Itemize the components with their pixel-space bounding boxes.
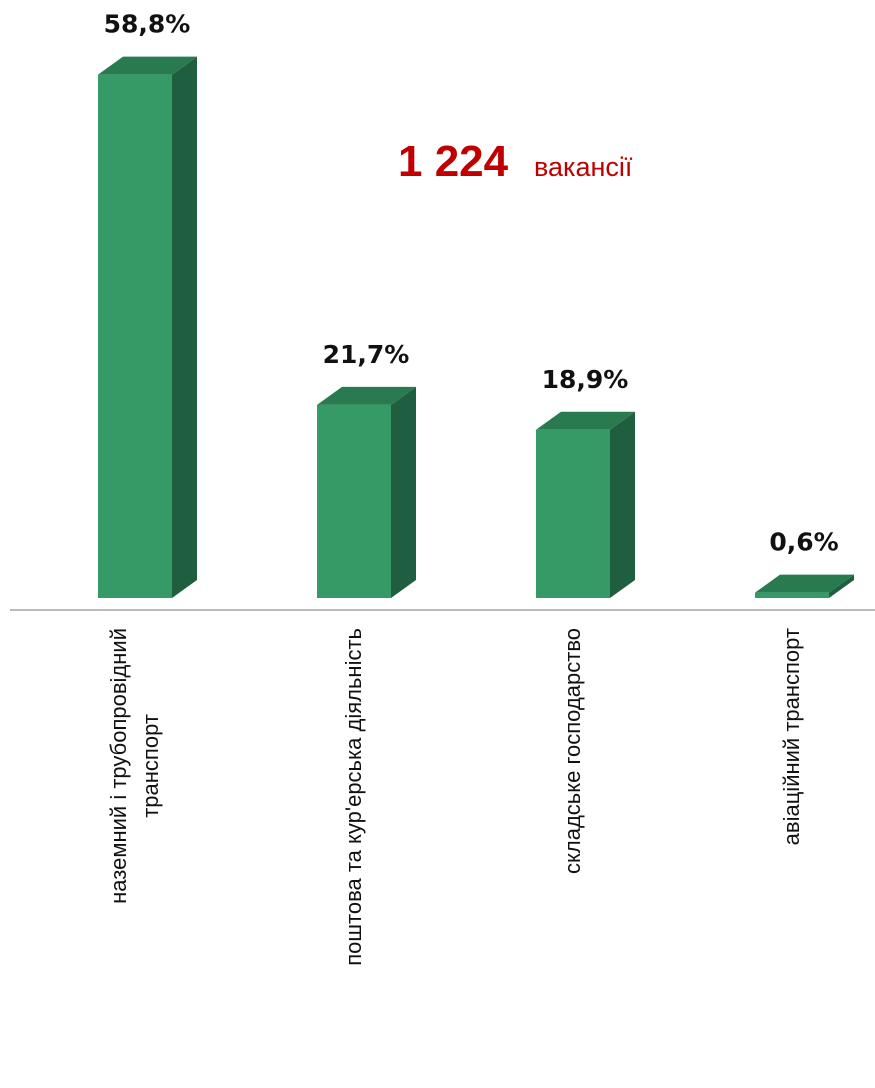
x-tick-label: складське господарство	[560, 628, 585, 874]
x-tick-label: поштова та кур'ерська діяльність	[341, 628, 366, 966]
bar-top	[317, 386, 416, 405]
bar-front	[317, 404, 391, 598]
bar-top	[755, 574, 854, 593]
total-text: вакансії	[534, 152, 633, 182]
x-tick-label: авіаційний транспорт	[779, 628, 804, 846]
value-label: 58,8%	[104, 10, 191, 39]
bar-top	[536, 411, 635, 430]
bar-side	[172, 56, 197, 599]
bar-side	[610, 411, 635, 598]
bar	[536, 411, 635, 598]
total-number: 1 224	[398, 137, 509, 186]
bar-front	[755, 592, 829, 598]
bar	[317, 386, 416, 598]
value-label: 0,6%	[769, 528, 838, 557]
bar-front	[536, 429, 610, 598]
bar-side	[829, 574, 854, 598]
value-label: 21,7%	[323, 340, 410, 369]
x-tick-label: наземний і трубопровідний транспорт	[106, 628, 163, 904]
bar	[98, 56, 197, 599]
bar-front	[98, 74, 172, 599]
bar	[755, 574, 854, 598]
value-label: 18,9%	[542, 365, 629, 394]
bar-side	[391, 386, 416, 598]
bar-top	[98, 56, 197, 75]
